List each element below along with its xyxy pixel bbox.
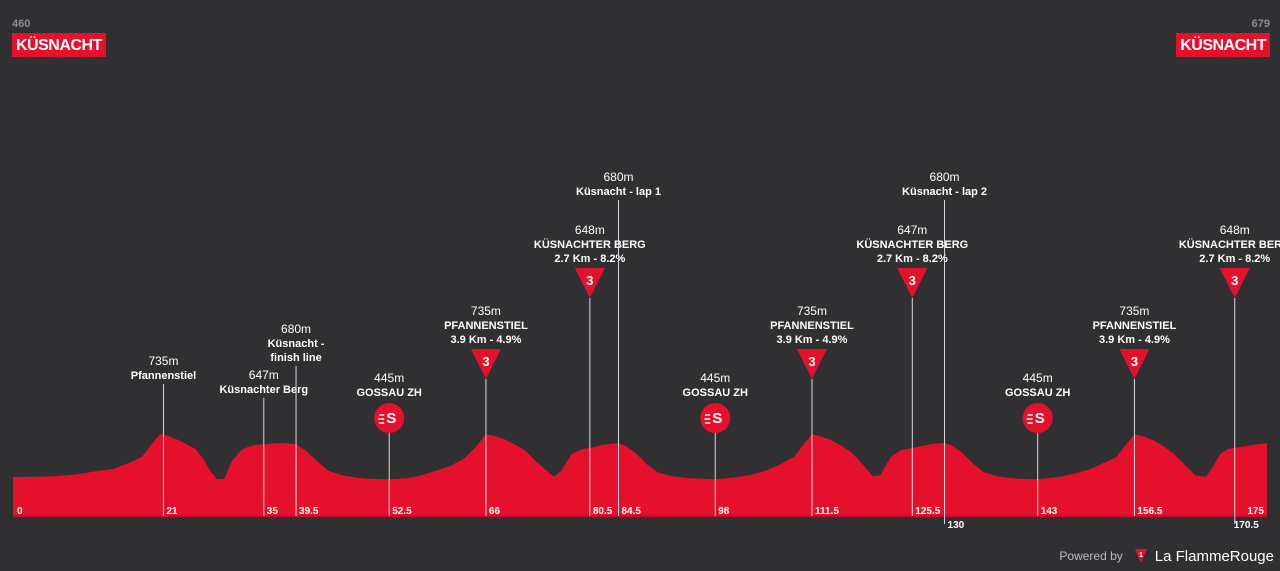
sprint-icon-glyph: S (386, 410, 396, 427)
tick-layer: 0 21 35 39.5 52.5 66 80.5 84.5 98 111.5 125.5 130 14… (17, 506, 1264, 531)
climb-category-label: 3 (1231, 273, 1238, 288)
powered-by[interactable]: Powered by 1 La FlammeRouge (1059, 547, 1274, 565)
point-altitude-label: 445m (700, 371, 730, 385)
start-endpoint: 460 KÜSNACHT (12, 18, 106, 57)
profile-area (13, 434, 1267, 516)
point-name-label: PFANNENSTIEL (1093, 320, 1177, 332)
point-altitude-label: 680m (281, 322, 311, 336)
point-name-label: Küsnacht - lap 2 (902, 186, 987, 198)
km-tick-label: 98 (718, 506, 730, 517)
start-name: KÜSNACHT (12, 33, 106, 57)
km-tick-label: 39.5 (299, 506, 319, 517)
point-altitude-label: 735m (1119, 304, 1149, 318)
category-climb-marker (1219, 268, 1250, 298)
km-tick-label: 21 (166, 506, 178, 517)
km-tick-label: 80.5 (593, 506, 613, 517)
point-name-label: GOSSAU ZH (356, 387, 421, 399)
point-name-label: 3.9 Km - 4.9% (777, 334, 848, 346)
category-climb-marker (574, 268, 605, 298)
category-climb-marker (897, 268, 928, 298)
category-climb-marker (470, 349, 501, 379)
point-name-label: PFANNENSTIEL (770, 320, 854, 332)
point-name-label: Küsnacht - (268, 338, 325, 350)
point-name-label: 3.9 Km - 4.9% (1099, 334, 1170, 346)
climb-category-label: 3 (1131, 354, 1138, 369)
km-tick-label: 52.5 (392, 506, 412, 517)
climb-category-label: 3 (586, 273, 593, 288)
sprint-icon (1022, 403, 1053, 433)
point-altitude-label: 647m (897, 223, 927, 237)
point-altitude-label: 648m (1220, 223, 1250, 237)
point-name-label: KÜSNACHTER BERG (856, 238, 968, 251)
sprint-icon (374, 403, 405, 433)
km-tick-label: 125.5 (915, 506, 940, 517)
km-tick-label: 66 (489, 506, 501, 517)
point-name-label: Pfannenstiel (131, 370, 196, 382)
point-name-label: PFANNENSTIEL (444, 320, 528, 332)
marker-layer: 735m Pfannenstiel 647m Küsnachter Berg 680m K… (131, 170, 1280, 524)
point-altitude-label: 648m (575, 223, 605, 237)
point-altitude-label: 680m (930, 170, 960, 184)
finish-endpoint: 679 KÜSNACHT (1176, 18, 1270, 57)
km-tick-label: 130 (948, 520, 965, 531)
km-tick-label: 175 (1247, 506, 1264, 517)
powered-by-label: Powered by (1059, 549, 1123, 563)
point-name-label: finish line (270, 352, 321, 364)
profile-layer (13, 434, 1267, 517)
sprint-icon-glyph: S (712, 410, 722, 427)
point-name-label: 2.7 Km - 8.2% (877, 253, 948, 265)
climb-category-label: 3 (482, 354, 489, 369)
point-altitude-label: 647m (249, 368, 279, 382)
point-name-label: KÜSNACHTER BERG (534, 238, 646, 251)
km-tick-label: 156.5 (1137, 506, 1162, 517)
sprint-icon-glyph: S (1035, 410, 1045, 427)
finish-altitude: 679 (1251, 18, 1270, 30)
sprint-icon (700, 403, 731, 433)
point-name-label: GOSSAU ZH (683, 387, 748, 399)
point-altitude-label: 735m (797, 304, 827, 318)
category-climb-marker (1119, 349, 1150, 379)
climb-category-label: 3 (808, 354, 815, 369)
climb-category-label: 3 (909, 273, 916, 288)
svg-text:1: 1 (1139, 552, 1143, 559)
km-tick-label: 111.5 (815, 506, 839, 517)
km-tick-label: 0 (17, 506, 23, 517)
start-altitude: 460 (12, 18, 31, 30)
flamme-rouge-logo-icon: 1 (1134, 549, 1147, 563)
point-altitude-label: 680m (603, 170, 633, 184)
point-altitude-label: 445m (1023, 371, 1053, 385)
point-altitude-label: 735m (148, 354, 178, 368)
km-tick-label: 143 (1041, 506, 1058, 517)
point-name-label: 3.9 Km - 4.9% (450, 334, 521, 346)
km-tick-label: 170.5 (1234, 520, 1259, 531)
point-altitude-label: 735m (471, 304, 501, 318)
km-tick-label: 84.5 (622, 506, 642, 517)
point-name-label: Küsnachter Berg (219, 384, 308, 396)
brand-name: La FlammeRouge (1154, 547, 1274, 565)
finish-name: KÜSNACHT (1176, 33, 1270, 57)
category-climb-marker (796, 349, 827, 379)
point-name-label: GOSSAU ZH (1005, 387, 1070, 399)
point-altitude-label: 445m (374, 371, 404, 385)
point-name-label: KÜSNACHTER BERG (1179, 238, 1280, 251)
km-tick-label: 35 (267, 506, 279, 517)
point-name-label: Küsnacht - lap 1 (576, 186, 661, 198)
point-name-label: 2.7 Km - 8.2% (1199, 253, 1270, 265)
point-name-label: 2.7 Km - 8.2% (554, 253, 625, 265)
